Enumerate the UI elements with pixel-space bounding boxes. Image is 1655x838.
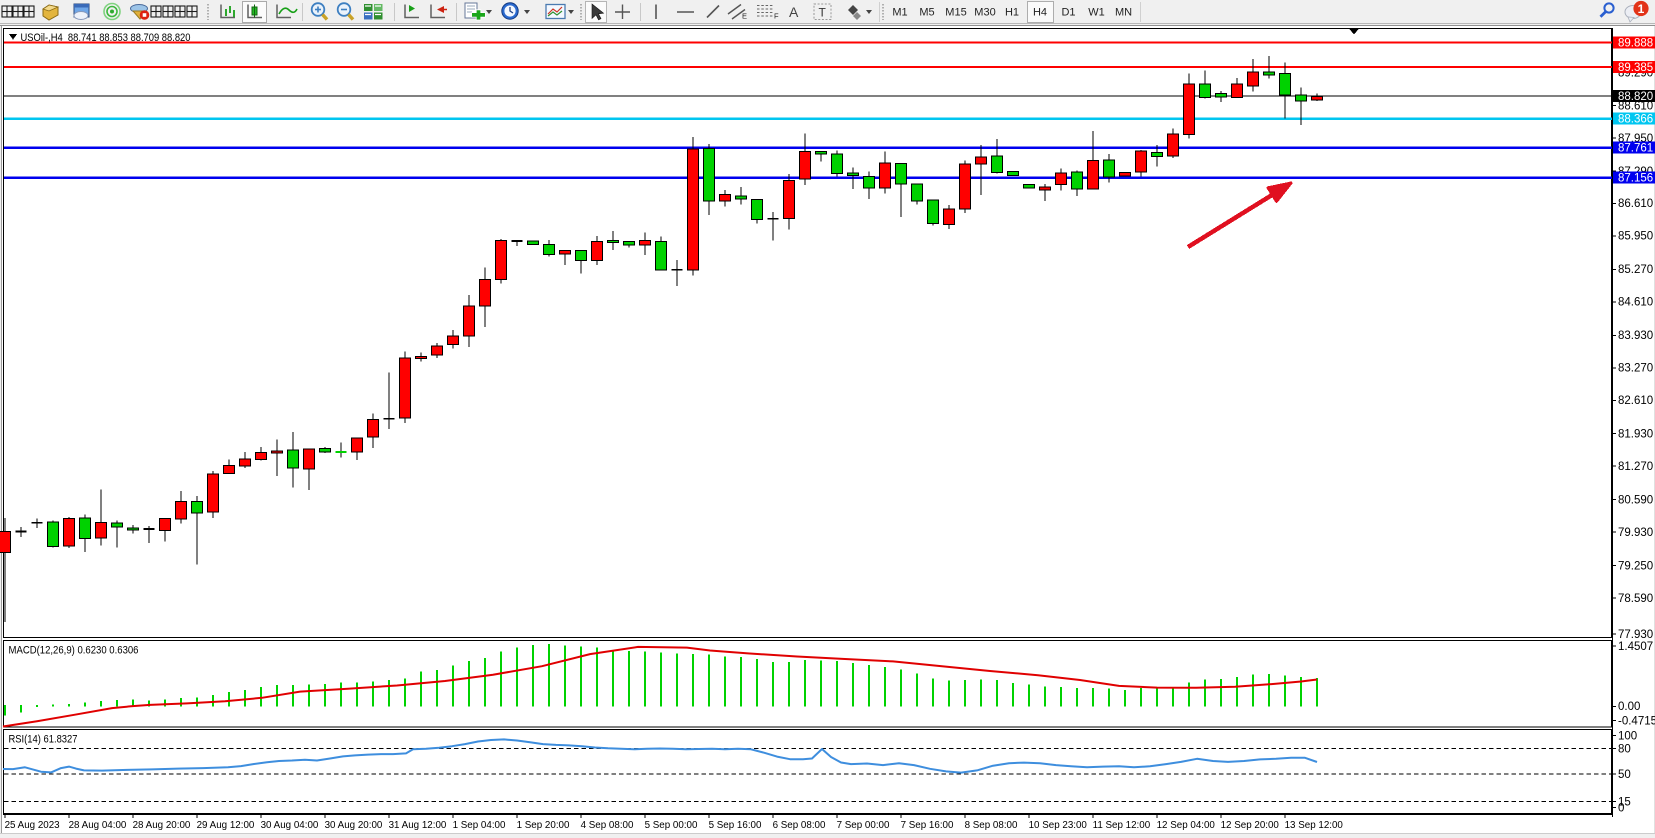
svg-text:12 Sep 04:00: 12 Sep 04:00 [1157, 820, 1216, 831]
svg-text:12 Sep 20:00: 12 Sep 20:00 [1221, 820, 1280, 831]
svg-text:M30: M30 [974, 7, 995, 19]
svg-text:86.610: 86.610 [1618, 198, 1653, 210]
svg-text:10 Sep 23:00: 10 Sep 23:00 [1029, 820, 1088, 831]
svg-text:1 Sep 20:00: 1 Sep 20:00 [517, 820, 570, 831]
svg-text:H4: H4 [1033, 7, 1047, 19]
svg-text:77.930: 77.930 [1618, 629, 1653, 641]
svg-text:88.820: 88.820 [1618, 91, 1653, 103]
svg-text:28 Aug 20:00: 28 Aug 20:00 [133, 820, 191, 831]
svg-text:100: 100 [1618, 730, 1637, 742]
svg-text:T: T [819, 6, 827, 20]
svg-text:M5: M5 [919, 7, 934, 19]
svg-text:31 Aug 12:00: 31 Aug 12:00 [389, 820, 447, 831]
svg-text:4 Sep 08:00: 4 Sep 08:00 [581, 820, 634, 831]
svg-text:0: 0 [1618, 802, 1624, 814]
svg-text:29 Aug 12:00: 29 Aug 12:00 [197, 820, 255, 831]
svg-text:1.4507: 1.4507 [1618, 641, 1653, 653]
svg-text:80: 80 [1618, 743, 1631, 755]
svg-text:11 Sep 12:00: 11 Sep 12:00 [1093, 820, 1151, 831]
svg-text:8 Sep 08:00: 8 Sep 08:00 [965, 820, 1018, 831]
svg-text:89.385: 89.385 [1618, 62, 1653, 74]
svg-text:85.950: 85.950 [1618, 231, 1653, 243]
svg-text:81.270: 81.270 [1618, 461, 1653, 473]
svg-text:85.270: 85.270 [1618, 264, 1653, 276]
svg-text:-0.4715: -0.4715 [1618, 715, 1655, 727]
svg-text:RSI(14) 61.8327: RSI(14) 61.8327 [9, 734, 78, 746]
svg-text:88.610: 88.610 [1618, 100, 1653, 112]
svg-text:83.930: 83.930 [1618, 330, 1653, 342]
svg-text:H1: H1 [1005, 7, 1019, 19]
svg-text:E: E [742, 12, 747, 21]
svg-text:13 Sep 12:00: 13 Sep 12:00 [1285, 820, 1344, 831]
svg-text:25 Aug 2023: 25 Aug 2023 [5, 820, 61, 831]
svg-text:1 Sep 04:00: 1 Sep 04:00 [453, 820, 506, 831]
svg-text:50: 50 [1618, 769, 1631, 781]
svg-text:5 Sep 16:00: 5 Sep 16:00 [709, 820, 762, 831]
svg-text:30 Aug 04:00: 30 Aug 04:00 [261, 820, 319, 831]
svg-text:81.930: 81.930 [1618, 429, 1653, 441]
svg-text:79.250: 79.250 [1618, 561, 1653, 573]
svg-text:MN: MN [1115, 7, 1132, 19]
svg-text:28 Aug 04:00: 28 Aug 04:00 [69, 820, 127, 831]
svg-text:W1: W1 [1088, 7, 1105, 19]
svg-text:87.761: 87.761 [1618, 143, 1653, 155]
svg-text:7 Sep 16:00: 7 Sep 16:00 [901, 820, 954, 831]
svg-text:15: 15 [1618, 796, 1631, 808]
svg-text:6 Sep 08:00: 6 Sep 08:00 [773, 820, 826, 831]
svg-text:A: A [789, 4, 799, 20]
svg-text:M15: M15 [945, 7, 966, 19]
svg-text:83.270: 83.270 [1618, 363, 1653, 375]
svg-text:80.590: 80.590 [1618, 495, 1653, 507]
svg-text:78.590: 78.590 [1618, 593, 1653, 605]
svg-text:USOil-,H4 88.741 88.853 88.70: USOil-,H4 88.741 88.853 88.709 88.820 [21, 32, 191, 44]
svg-text:82.610: 82.610 [1618, 395, 1653, 407]
svg-text:5 Sep 00:00: 5 Sep 00:00 [645, 820, 698, 831]
svg-text:1: 1 [1638, 2, 1645, 16]
svg-text:7 Sep 00:00: 7 Sep 00:00 [837, 820, 890, 831]
svg-text:M1: M1 [892, 7, 907, 19]
svg-text:0.00: 0.00 [1618, 701, 1640, 713]
svg-text:84.610: 84.610 [1618, 297, 1653, 309]
svg-text:87.156: 87.156 [1618, 173, 1653, 185]
svg-text:89.888: 89.888 [1618, 38, 1653, 50]
svg-text:88.366: 88.366 [1618, 114, 1653, 126]
svg-text:79.930: 79.930 [1618, 527, 1653, 539]
svg-text:F: F [774, 12, 779, 21]
svg-text:MACD(12,26,9) 0.6230 0.6306: MACD(12,26,9) 0.6230 0.6306 [9, 645, 139, 657]
svg-text:30 Aug 20:00: 30 Aug 20:00 [325, 820, 383, 831]
svg-text:D1: D1 [1061, 7, 1075, 19]
